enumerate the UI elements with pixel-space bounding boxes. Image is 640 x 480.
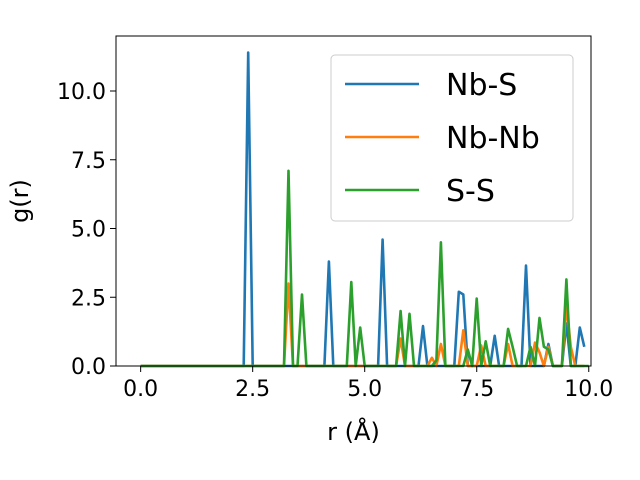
y-tick-label: 7.5 xyxy=(71,149,106,174)
y-tick-label: 5.0 xyxy=(71,218,106,243)
x-tick-label: 7.5 xyxy=(459,377,494,402)
y-tick-label: 10.0 xyxy=(57,80,106,105)
legend-label-s-s: S-S xyxy=(446,174,495,209)
x-axis-ticks: 0.0 2.5 5.0 7.5 10.0 xyxy=(123,366,613,402)
y-axis-label: g(r) xyxy=(6,179,34,223)
plot-frame xyxy=(115,35,592,367)
x-tick-label: 10.0 xyxy=(564,377,613,402)
x-tick-label: 5.0 xyxy=(347,377,382,402)
legend-label-nb-s: Nb-S xyxy=(446,68,517,103)
legend-box xyxy=(330,54,574,222)
y-tick-label: 2.5 xyxy=(71,286,106,311)
x-tick-label: 2.5 xyxy=(235,377,270,402)
legend-label-nb-nb: Nb-Nb xyxy=(446,121,540,156)
y-axis-ticks: 0.0 2.5 5.0 7.5 10.0 xyxy=(57,80,116,380)
y-tick-label: 0.0 xyxy=(71,355,106,380)
legend: Nb-S Nb-Nb S-S xyxy=(330,54,574,222)
x-axis-label: r (Å) xyxy=(327,417,380,446)
x-tick-label: 0.0 xyxy=(123,377,158,402)
